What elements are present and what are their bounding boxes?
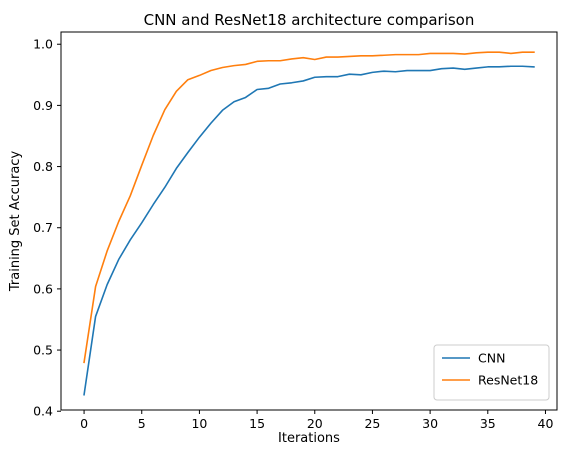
x-tick-label: 25 <box>364 416 380 431</box>
y-tick-label: 0.6 <box>33 281 53 296</box>
x-tick-label: 40 <box>538 416 554 431</box>
x-tick-label: 5 <box>138 416 146 431</box>
y-tick-label: 0.8 <box>33 159 53 174</box>
series-line-cnn <box>83 65 535 396</box>
y-tick-label: 0.7 <box>33 220 53 235</box>
x-tick-label: 10 <box>191 416 207 431</box>
y-tick-label: 1.0 <box>33 37 53 52</box>
x-tick-label: 35 <box>480 416 496 431</box>
x-tick-label: 20 <box>307 416 323 431</box>
x-tick-label: 15 <box>249 416 265 431</box>
x-axis: 0 5 10 15 20 25 30 35 40 <box>80 410 553 431</box>
series-line-resnet18 <box>83 51 535 364</box>
y-axis-label: Training Set Accuracy <box>8 151 23 293</box>
y-tick-label: 0.5 <box>33 343 53 358</box>
chart-title: CNN and ResNet18 architecture comparison <box>144 11 475 29</box>
y-tick-label: 0.4 <box>33 404 53 419</box>
y-tick-label: 0.9 <box>33 98 53 113</box>
legend-label-resnet18: ResNet18 <box>478 373 538 388</box>
y-axis: 0.4 0.5 0.6 0.7 0.8 0.9 1.0 <box>33 37 61 419</box>
x-axis-label: Iterations <box>278 431 340 446</box>
x-tick-label: 30 <box>422 416 438 431</box>
legend-label-cnn: CNN <box>478 351 505 366</box>
series-lines <box>83 51 535 396</box>
legend: CNN ResNet18 <box>433 344 550 401</box>
x-tick-label: 0 <box>80 416 88 431</box>
